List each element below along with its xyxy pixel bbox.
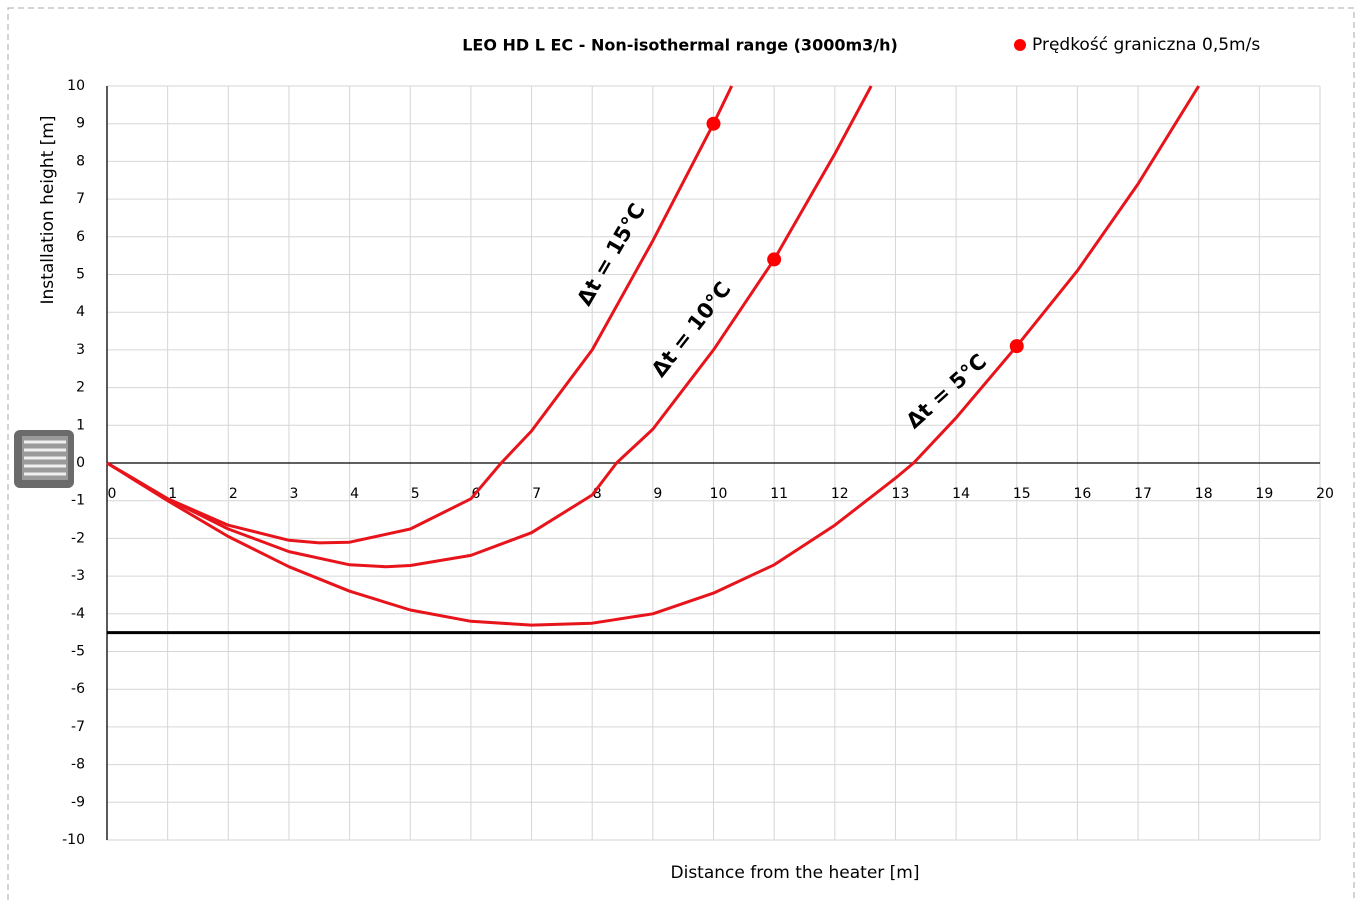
page-border <box>7 7 1355 901</box>
limit-marker <box>706 116 721 131</box>
x-tick-label: 7 <box>532 486 541 502</box>
x-tick-label: 20 <box>1316 486 1334 502</box>
x-axis-title: Distance from the heater [m] <box>671 863 920 883</box>
legend-marker <box>1014 39 1026 51</box>
x-tick-label: 14 <box>952 486 970 502</box>
limit-marker <box>767 252 782 267</box>
y-tick-label: 1 <box>76 417 85 433</box>
x-tick-label: 10 <box>710 486 728 502</box>
y-tick-label: 3 <box>76 342 85 358</box>
y-tick-label: -3 <box>71 568 85 584</box>
y-tick-label: -2 <box>71 530 85 546</box>
y-tick-label: -10 <box>62 832 85 848</box>
x-tick-label: 8 <box>593 486 602 502</box>
y-tick-label: 7 <box>76 191 85 207</box>
x-tick-label: 1 <box>168 486 177 502</box>
line-series <box>106 85 734 545</box>
x-tick-label: 17 <box>1134 486 1152 502</box>
y-tick-label: -5 <box>71 644 85 660</box>
x-tick-label: 3 <box>289 486 298 502</box>
chart-title: LEO HD L EC - Non-isothermal range (3000… <box>462 36 898 55</box>
x-tick-label: 16 <box>1073 486 1091 502</box>
y-tick-label: 4 <box>76 304 85 320</box>
x-tick-label: 9 <box>653 486 662 502</box>
y-tick-label: 0 <box>76 455 85 471</box>
line-series <box>106 85 873 569</box>
y-tick-label: 8 <box>76 153 85 169</box>
limit-marker <box>1009 339 1024 354</box>
x-tick-label: 0 <box>108 486 117 502</box>
x-tick-label: 12 <box>831 486 849 502</box>
y-tick-label: -4 <box>71 606 85 622</box>
curve-label: Δt = 10°C <box>647 277 736 381</box>
y-tick-label: 5 <box>76 267 85 283</box>
y-tick-label: -6 <box>71 681 85 697</box>
curve-label: Δt = 15°C <box>572 199 650 309</box>
legend-label: Prędkość graniczna 0,5m/s <box>1032 35 1260 55</box>
y-tick-label: 2 <box>76 380 85 396</box>
x-tick-label: 11 <box>770 486 788 502</box>
y-tick-label: -1 <box>71 493 85 509</box>
y-tick-label: 10 <box>67 78 85 94</box>
x-tick-label: 4 <box>350 486 359 502</box>
y-tick-label: -8 <box>71 757 85 773</box>
y-tick-label: 6 <box>76 229 85 245</box>
y-tick-label: -7 <box>71 719 85 735</box>
x-tick-label: 19 <box>1255 486 1273 502</box>
y-tick-label: 9 <box>76 116 85 132</box>
x-tick-label: 2 <box>229 486 238 502</box>
x-tick-label: 18 <box>1195 486 1213 502</box>
y-tick-label: -9 <box>71 794 85 810</box>
x-tick-label: 15 <box>1013 486 1031 502</box>
x-tick-label: 5 <box>411 486 420 502</box>
line-series <box>106 85 1200 627</box>
x-tick-label: 13 <box>892 486 910 502</box>
heater-icon <box>14 430 74 488</box>
y-axis-title: Installation height [m] <box>38 116 58 305</box>
